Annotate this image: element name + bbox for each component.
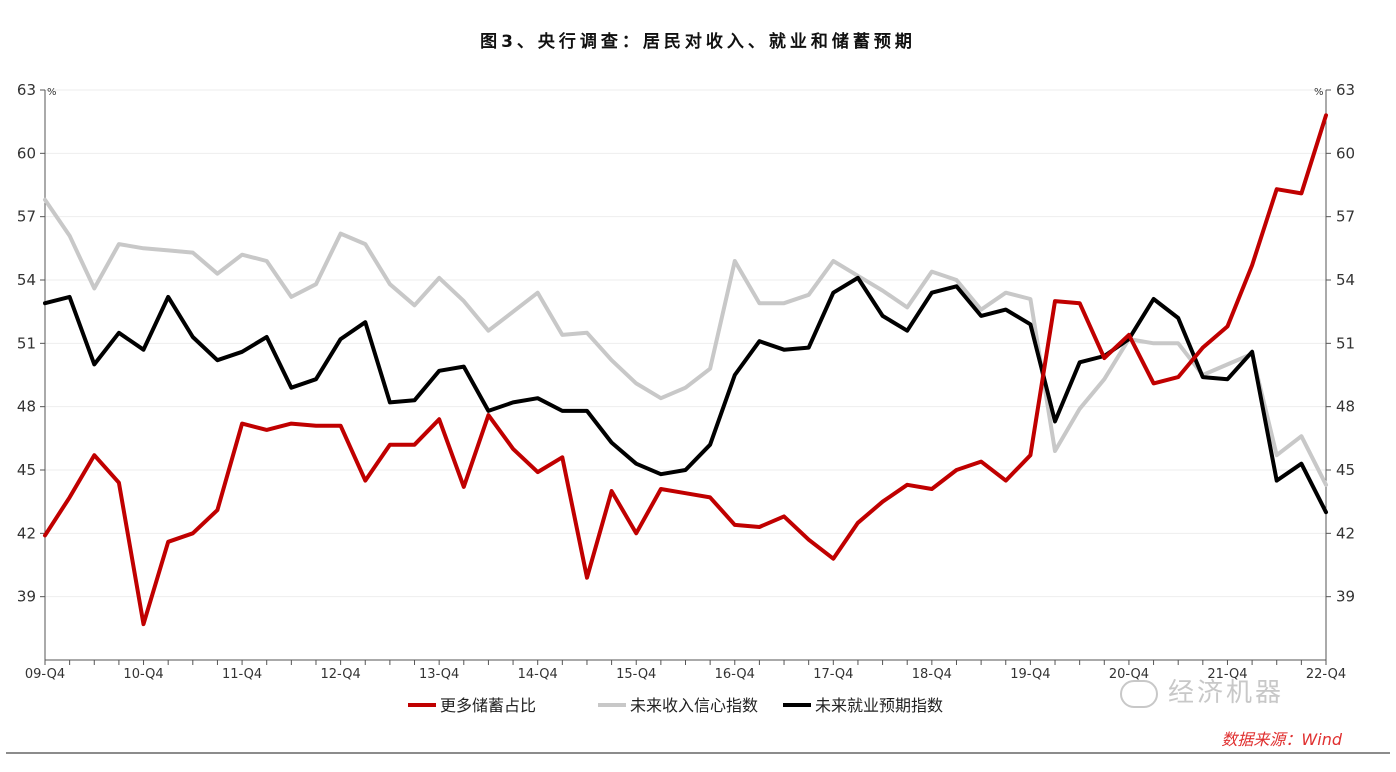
x-tick-label: 11-Q4	[222, 667, 262, 682]
watermark-text: 经济机器	[1168, 678, 1285, 708]
x-tick-label: 15-Q4	[616, 667, 656, 682]
y-tick-label-left: 39	[17, 588, 36, 606]
y-tick-label-right: 39	[1336, 588, 1355, 606]
y-tick-label-left: 60	[17, 144, 36, 162]
legend-label: 未来就业预期指数	[815, 696, 943, 715]
x-tick-label: 12-Q4	[321, 667, 361, 682]
x-tick-label: 19-Q4	[1010, 667, 1050, 682]
x-tick-label: 17-Q4	[813, 667, 853, 682]
y-tick-label-right: 57	[1336, 208, 1355, 226]
bottom-divider	[6, 752, 1390, 754]
chart-title: 图3、央行调查：居民对收入、就业和储蓄预期	[480, 32, 916, 52]
gridlines	[45, 89, 1326, 598]
y-tick-label-left: 63	[17, 81, 36, 99]
watermark: 经济机器	[1120, 672, 1284, 709]
y-unit-right: %	[1314, 87, 1324, 98]
source-note: 数据来源：Wind	[1221, 730, 1342, 749]
y-tick-label-right: 45	[1336, 461, 1355, 479]
y-tick-label-left: 51	[17, 334, 36, 352]
y-tick-label-right: 48	[1336, 398, 1355, 416]
y-tick-label-right: 54	[1336, 271, 1355, 289]
y-tick-label-left: 42	[17, 524, 36, 542]
x-tick-label: 09-Q4	[25, 667, 65, 682]
series-line-1	[43, 197, 1328, 487]
y-tick-label-right: 60	[1336, 144, 1355, 162]
legend-label: 未来收入信心指数	[630, 696, 758, 715]
x-tick-label: 14-Q4	[518, 667, 558, 682]
y-tick-label-right: 42	[1336, 524, 1355, 542]
y-tick-label-left: 45	[17, 461, 36, 479]
series-line-0	[43, 113, 1328, 627]
axes: 39 39 42 42 45 45 48 48 51 51 54 54 57 57 60 60 63 63% % 09…	[17, 81, 1355, 682]
x-tick-label: 10-Q4	[123, 667, 163, 682]
wechat-icon	[1120, 679, 1158, 708]
y-tick-label-left: 57	[17, 208, 36, 226]
x-tick-label: 16-Q4	[715, 667, 755, 682]
y-tick-label-right: 63	[1336, 81, 1355, 99]
x-tick-label: 13-Q4	[419, 667, 459, 682]
series-line-2	[43, 275, 1328, 515]
x-tick-label: 21-Q4	[1207, 667, 1247, 682]
x-tick-label: 18-Q4	[912, 667, 952, 682]
x-tick-label: 22-Q4	[1306, 667, 1346, 682]
y-tick-label-right: 51	[1336, 334, 1355, 352]
series-lines	[43, 113, 1328, 627]
y-tick-label-left: 54	[17, 271, 36, 289]
y-tick-label-left: 48	[17, 398, 36, 416]
x-tick-label: 20-Q4	[1109, 667, 1149, 682]
y-unit-left: %	[47, 87, 57, 98]
legend: 更多储蓄占比 未来收入信心指数 未来就业预期指数	[408, 696, 943, 715]
legend-label: 更多储蓄占比	[440, 696, 536, 715]
